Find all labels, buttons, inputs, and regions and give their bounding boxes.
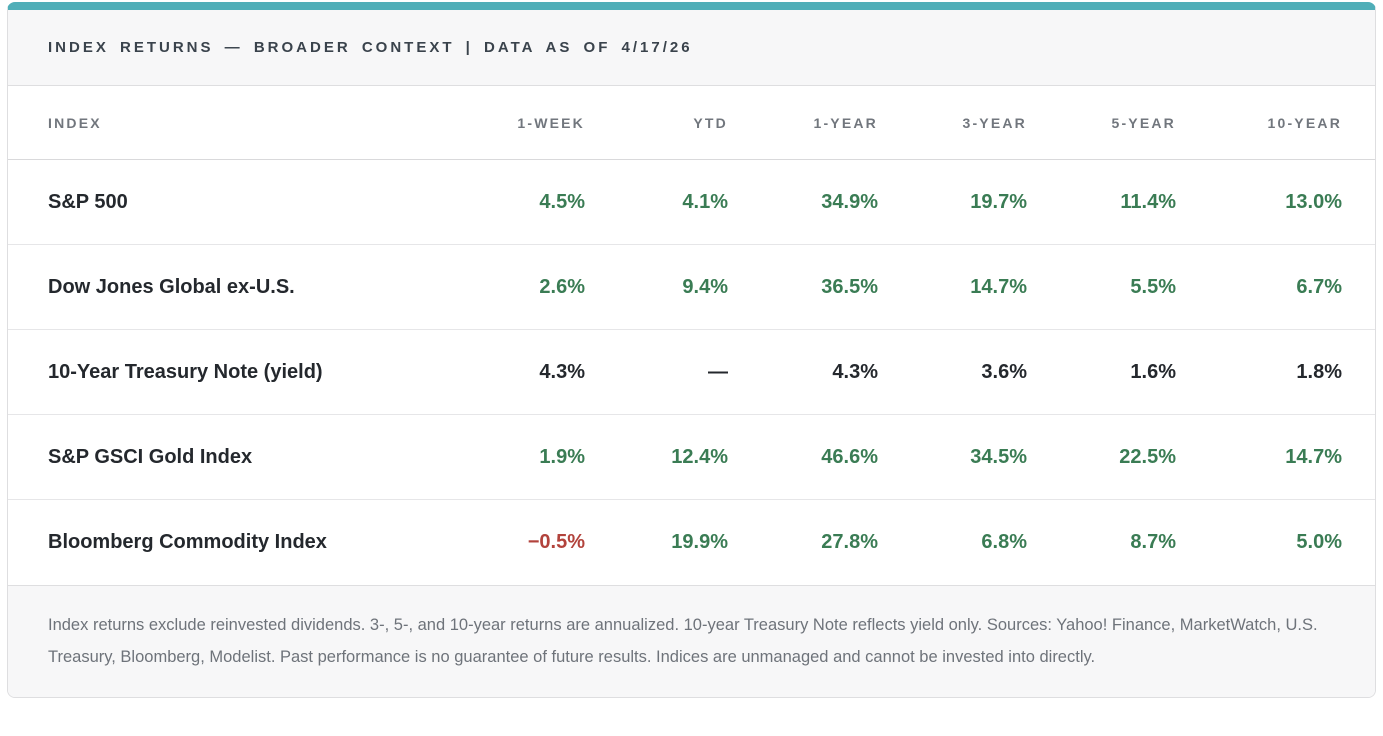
index-name: Bloomberg Commodity Index [48, 531, 327, 553]
return-value: 9.4% [682, 275, 728, 298]
index-name: 10-Year Treasury Note (yield) [48, 360, 323, 383]
return-value: 2.6% [539, 275, 585, 298]
card-title: INDEX RETURNS — BROADER CONTEXT | DATA A… [48, 39, 693, 56]
card-header: INDEX RETURNS — BROADER CONTEXT | DATA A… [8, 10, 1375, 86]
column-header-index: INDEX [48, 114, 102, 131]
return-value: 5.0% [1296, 531, 1342, 553]
return-value: 19.7% [970, 190, 1027, 213]
return-value: 36.5% [821, 275, 878, 298]
return-value: 12.4% [671, 445, 728, 468]
table-row-gsci-gold: S&P GSCI Gold Index 1.9% 12.4% 46.6% 34.… [8, 415, 1375, 500]
index-returns-card: INDEX RETURNS — BROADER CONTEXT | DATA A… [7, 2, 1376, 699]
return-value: 4.1% [682, 190, 728, 213]
index-name: S&P GSCI Gold Index [48, 445, 253, 468]
return-value: 8.7% [1130, 531, 1176, 553]
table-row-treasury: 10-Year Treasury Note (yield) 4.3% — 4.3… [8, 330, 1375, 415]
column-header-5-year: 5-YEAR [1111, 114, 1176, 131]
table-body: S&P 500 4.5% 4.1% 34.9% 19.7% 11.4% 13.0… [8, 160, 1375, 585]
column-header-3-year: 3-YEAR [962, 114, 1027, 131]
return-value: 1.8% [1296, 360, 1342, 383]
return-value: 22.5% [1119, 445, 1176, 468]
disclosure-note: Index returns exclude reinvested dividen… [48, 616, 1318, 667]
return-value: 6.8% [981, 531, 1027, 553]
table-row-bloomberg-commodity: Bloomberg Commodity Index −0.5% 19.9% 27… [8, 500, 1375, 585]
column-header-10-year: 10-YEAR [1267, 114, 1342, 131]
return-value: 4.3% [539, 360, 585, 383]
return-value: 6.7% [1296, 275, 1342, 298]
return-value: 27.8% [821, 531, 878, 553]
column-header-ytd: YTD [693, 114, 728, 131]
return-value: 1.6% [1130, 360, 1176, 383]
page: INDEX RETURNS — BROADER CONTEXT | DATA A… [7, 2, 1376, 699]
return-value: 14.7% [970, 275, 1027, 298]
return-value: 4.5% [539, 190, 585, 213]
column-header-1-week: 1-WEEK [517, 114, 585, 131]
column-header-1-year: 1-YEAR [813, 114, 878, 131]
index-name: Dow Jones Global ex-U.S. [48, 275, 295, 298]
return-value: 19.9% [671, 531, 728, 553]
return-value: −0.5% [527, 531, 585, 553]
return-value: 4.3% [832, 360, 878, 383]
table-row-dow-global: Dow Jones Global ex-U.S. 2.6% 9.4% 36.5%… [8, 245, 1375, 330]
return-value: 13.0% [1285, 190, 1342, 213]
card-footer: Index returns exclude reinvested dividen… [8, 585, 1375, 698]
return-value: 34.9% [821, 190, 878, 213]
return-value: 1.9% [539, 445, 585, 468]
return-value: 3.6% [981, 360, 1027, 383]
table-row-sp500: S&P 500 4.5% 4.1% 34.9% 19.7% 11.4% 13.0… [8, 160, 1375, 245]
table-header-row: INDEX 1-WEEK YTD 1-YEAR 3-YEAR 5-YEAR 10… [8, 86, 1375, 160]
return-value: 46.6% [821, 445, 878, 468]
return-value: — [708, 360, 728, 383]
index-name: S&P 500 [48, 190, 128, 213]
return-value: 14.7% [1285, 445, 1342, 468]
return-value: 5.5% [1130, 275, 1176, 298]
return-value: 11.4% [1120, 190, 1176, 213]
return-value: 34.5% [970, 445, 1027, 468]
